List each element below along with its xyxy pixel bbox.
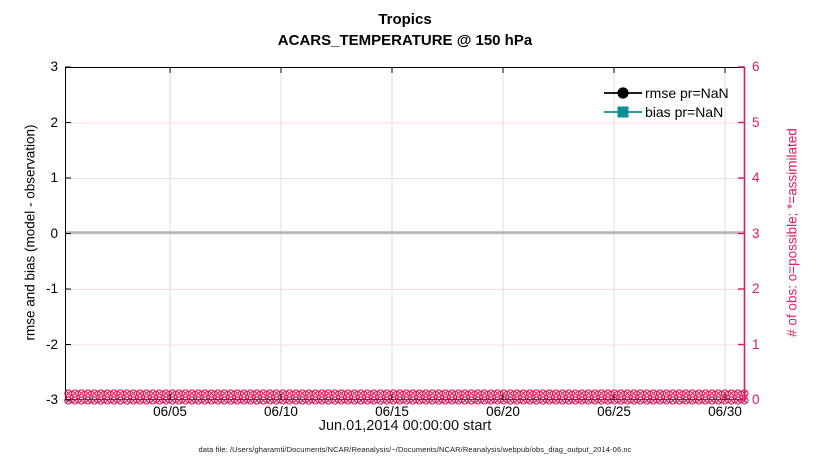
legend-item-bias: bias pr=NaN	[604, 102, 729, 121]
y-axis-right-tick-label: 1	[752, 336, 760, 352]
x-axis-label: Jun.01,2014 00:00:00 start	[318, 418, 492, 434]
legend-label-rmse: rmse pr=NaN	[645, 84, 729, 101]
plot-area	[64, 66, 749, 405]
chart-subtitle: ACARS_TEMPERATURE @ 150 hPa	[277, 32, 533, 49]
x-axis-tick-label: 06/10	[264, 404, 298, 419]
y-axis-left-tick-label: 2	[50, 114, 58, 130]
y-axis-right-tick-label: 4	[752, 170, 760, 185]
y-axis-left-tick-label: 3	[50, 59, 58, 74]
y-axis-left-tick-label: -3	[45, 392, 58, 407]
y-axis-right-tick-label: 3	[752, 225, 760, 241]
x-axis-tick-label: 06/05	[153, 404, 187, 419]
x-axis-tick-label: 06/15	[375, 404, 409, 419]
data-file-footnote: data file: /Users/gharamti/Documents/NCA…	[198, 445, 632, 454]
y-axis-right-tick-label: 2	[752, 281, 760, 296]
y-axis-right-tick-label: 0	[752, 392, 760, 407]
x-axis-tick-label: 06/30	[708, 404, 742, 419]
bias-line-square-marker-icon	[604, 106, 642, 117]
legend-item-rmse: rmse pr=NaN	[604, 83, 729, 102]
y-axis-left-tick-label: -2	[45, 336, 58, 352]
rmse-line-circle-marker-icon	[604, 86, 642, 99]
y-axis-right-tick-label: 6	[752, 59, 760, 74]
y-axis-left-tick-label: 1	[50, 170, 58, 185]
y-axis-left-tick-label: 0	[50, 225, 58, 241]
x-axis-tick-label: 06/20	[486, 404, 520, 419]
legend-label-bias: bias pr=NaN	[645, 103, 724, 120]
y-axis-left-tick-label: -1	[45, 281, 58, 296]
y-axis-right-tick-label: 5	[752, 114, 760, 130]
chart-title: Tropics	[378, 11, 432, 28]
x-axis-tick-label: 06/25	[597, 404, 631, 419]
legend: rmse pr=NaN bias pr=NaN	[604, 83, 729, 121]
